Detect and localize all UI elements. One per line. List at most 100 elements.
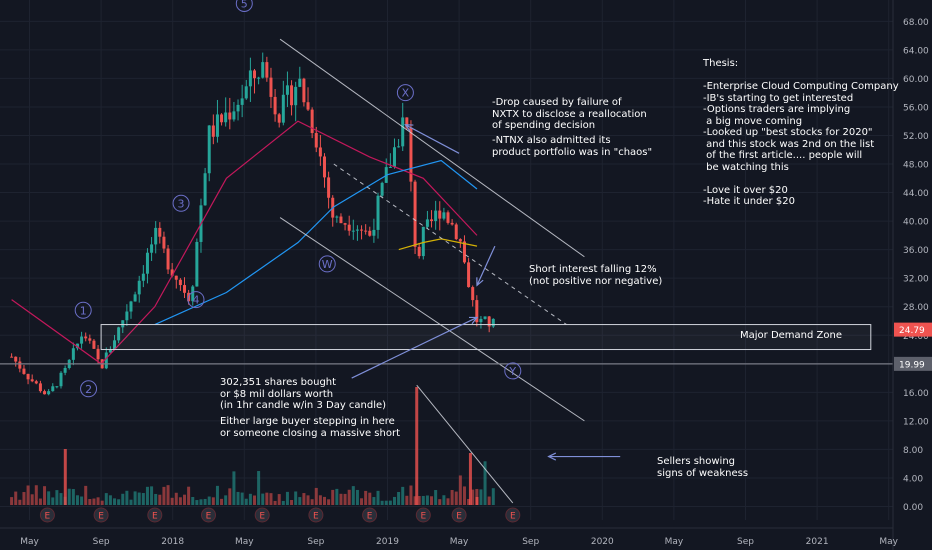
volume-bar (467, 499, 471, 505)
volume-bar (108, 495, 112, 505)
price-tick-label: 40.00 (903, 218, 929, 228)
candle-body (417, 246, 421, 257)
candle-body (450, 222, 454, 225)
volume-bar (479, 489, 483, 505)
earnings-marker (201, 507, 216, 523)
volume-bar (409, 485, 413, 505)
candle-body (96, 348, 100, 360)
candle-body (150, 244, 154, 253)
price-tick-label: 12.00 (903, 417, 929, 427)
volume-bar (253, 495, 257, 505)
annotation-arrow (405, 124, 460, 154)
volume-bar (462, 486, 466, 505)
volume-bar (364, 490, 368, 505)
candle-body (92, 340, 96, 349)
volume-bar (355, 489, 359, 505)
candle-body (10, 356, 14, 358)
candle-body (392, 147, 396, 167)
earnings-marker (308, 507, 324, 523)
volume-spike (63, 449, 67, 505)
time-tick-label: May (665, 537, 684, 547)
volume-bar (471, 489, 475, 505)
drop-annotation: -Drop caused by failure of NXTX to discl… (492, 97, 647, 131)
candle-body (22, 368, 26, 374)
candle-body (224, 112, 228, 123)
candle-body (290, 85, 294, 106)
channel-line (279, 217, 585, 422)
volume-bar (302, 493, 306, 505)
time-axis: May Sep 2018 May Sep 2019 May Sep 2020 May Sep 2021… (0, 527, 899, 547)
earnings-marker (39, 507, 55, 523)
price-tick-label: 24.00 (903, 332, 929, 342)
candle-body (339, 216, 343, 224)
candle-body (265, 62, 269, 78)
moving-averages (11, 120, 478, 365)
volume-bar (343, 493, 347, 505)
candle-body (302, 78, 306, 103)
volume-bar (34, 485, 38, 505)
candle-body (191, 286, 195, 302)
volume-bar (84, 485, 88, 505)
wave-label: 3 (178, 197, 185, 210)
volume-bar (38, 498, 42, 505)
candle-body (248, 70, 252, 87)
wave-circle (80, 380, 98, 398)
candle-body (281, 94, 285, 123)
volume-bar (113, 498, 117, 505)
volume-bar (413, 496, 417, 505)
candle-body (430, 219, 434, 222)
wave-label: X (402, 87, 410, 100)
candle-body (397, 146, 401, 148)
earnings-label: E (313, 512, 319, 522)
trend-drawings (0, 38, 893, 504)
earnings-marker (254, 507, 270, 523)
earnings-marker (362, 507, 378, 523)
candle-body (174, 275, 178, 280)
wave-labels: 1 2 3 4 5 W X Y (74, 0, 522, 398)
volume-bar (331, 489, 335, 505)
candle-body (215, 114, 219, 137)
price-tick-label: 0.00 (903, 503, 923, 513)
price-tag-label: 19.99 (899, 360, 925, 370)
thesis-body: -Enterprise Cloud Computing Company -IB'… (703, 81, 899, 207)
price-tick-label: 4.00 (903, 474, 923, 484)
volume-bar (10, 497, 14, 505)
candle-body (117, 327, 121, 341)
price-tag (894, 322, 932, 337)
volume-bar (388, 500, 392, 505)
candle-body (360, 229, 364, 231)
volume-bar (51, 497, 55, 505)
moving-average-line (11, 120, 478, 365)
time-tick-label: May (450, 537, 469, 547)
volume-bar (351, 486, 355, 505)
price-tick-label: 68.00 (903, 18, 929, 28)
candle-body (43, 391, 47, 395)
candle-body (55, 386, 59, 388)
annotation-arrow (476, 245, 496, 286)
volume-bar (236, 491, 240, 505)
volume-bar (100, 500, 104, 505)
candle-body (335, 216, 339, 218)
candle-body (310, 109, 314, 134)
volume-bar (145, 486, 149, 505)
candle-body (434, 210, 438, 222)
price-tick-label: 60.00 (903, 75, 929, 85)
candle-body (298, 78, 302, 87)
volume-bar (244, 498, 248, 505)
candle-body (277, 114, 281, 123)
price-tag-label: 24.79 (899, 326, 925, 336)
volume-bar (59, 493, 63, 505)
candle-body (376, 195, 380, 230)
time-tick-label: 2019 (376, 537, 399, 547)
candle-body (154, 227, 158, 245)
candle-body (125, 311, 129, 321)
volume-bar (96, 497, 100, 505)
candle-body (458, 239, 462, 242)
volume-bar (438, 499, 442, 505)
candle-body (405, 117, 409, 128)
volume-spike (468, 453, 472, 505)
gridlines (0, 0, 893, 520)
earnings-label: E (206, 512, 212, 522)
